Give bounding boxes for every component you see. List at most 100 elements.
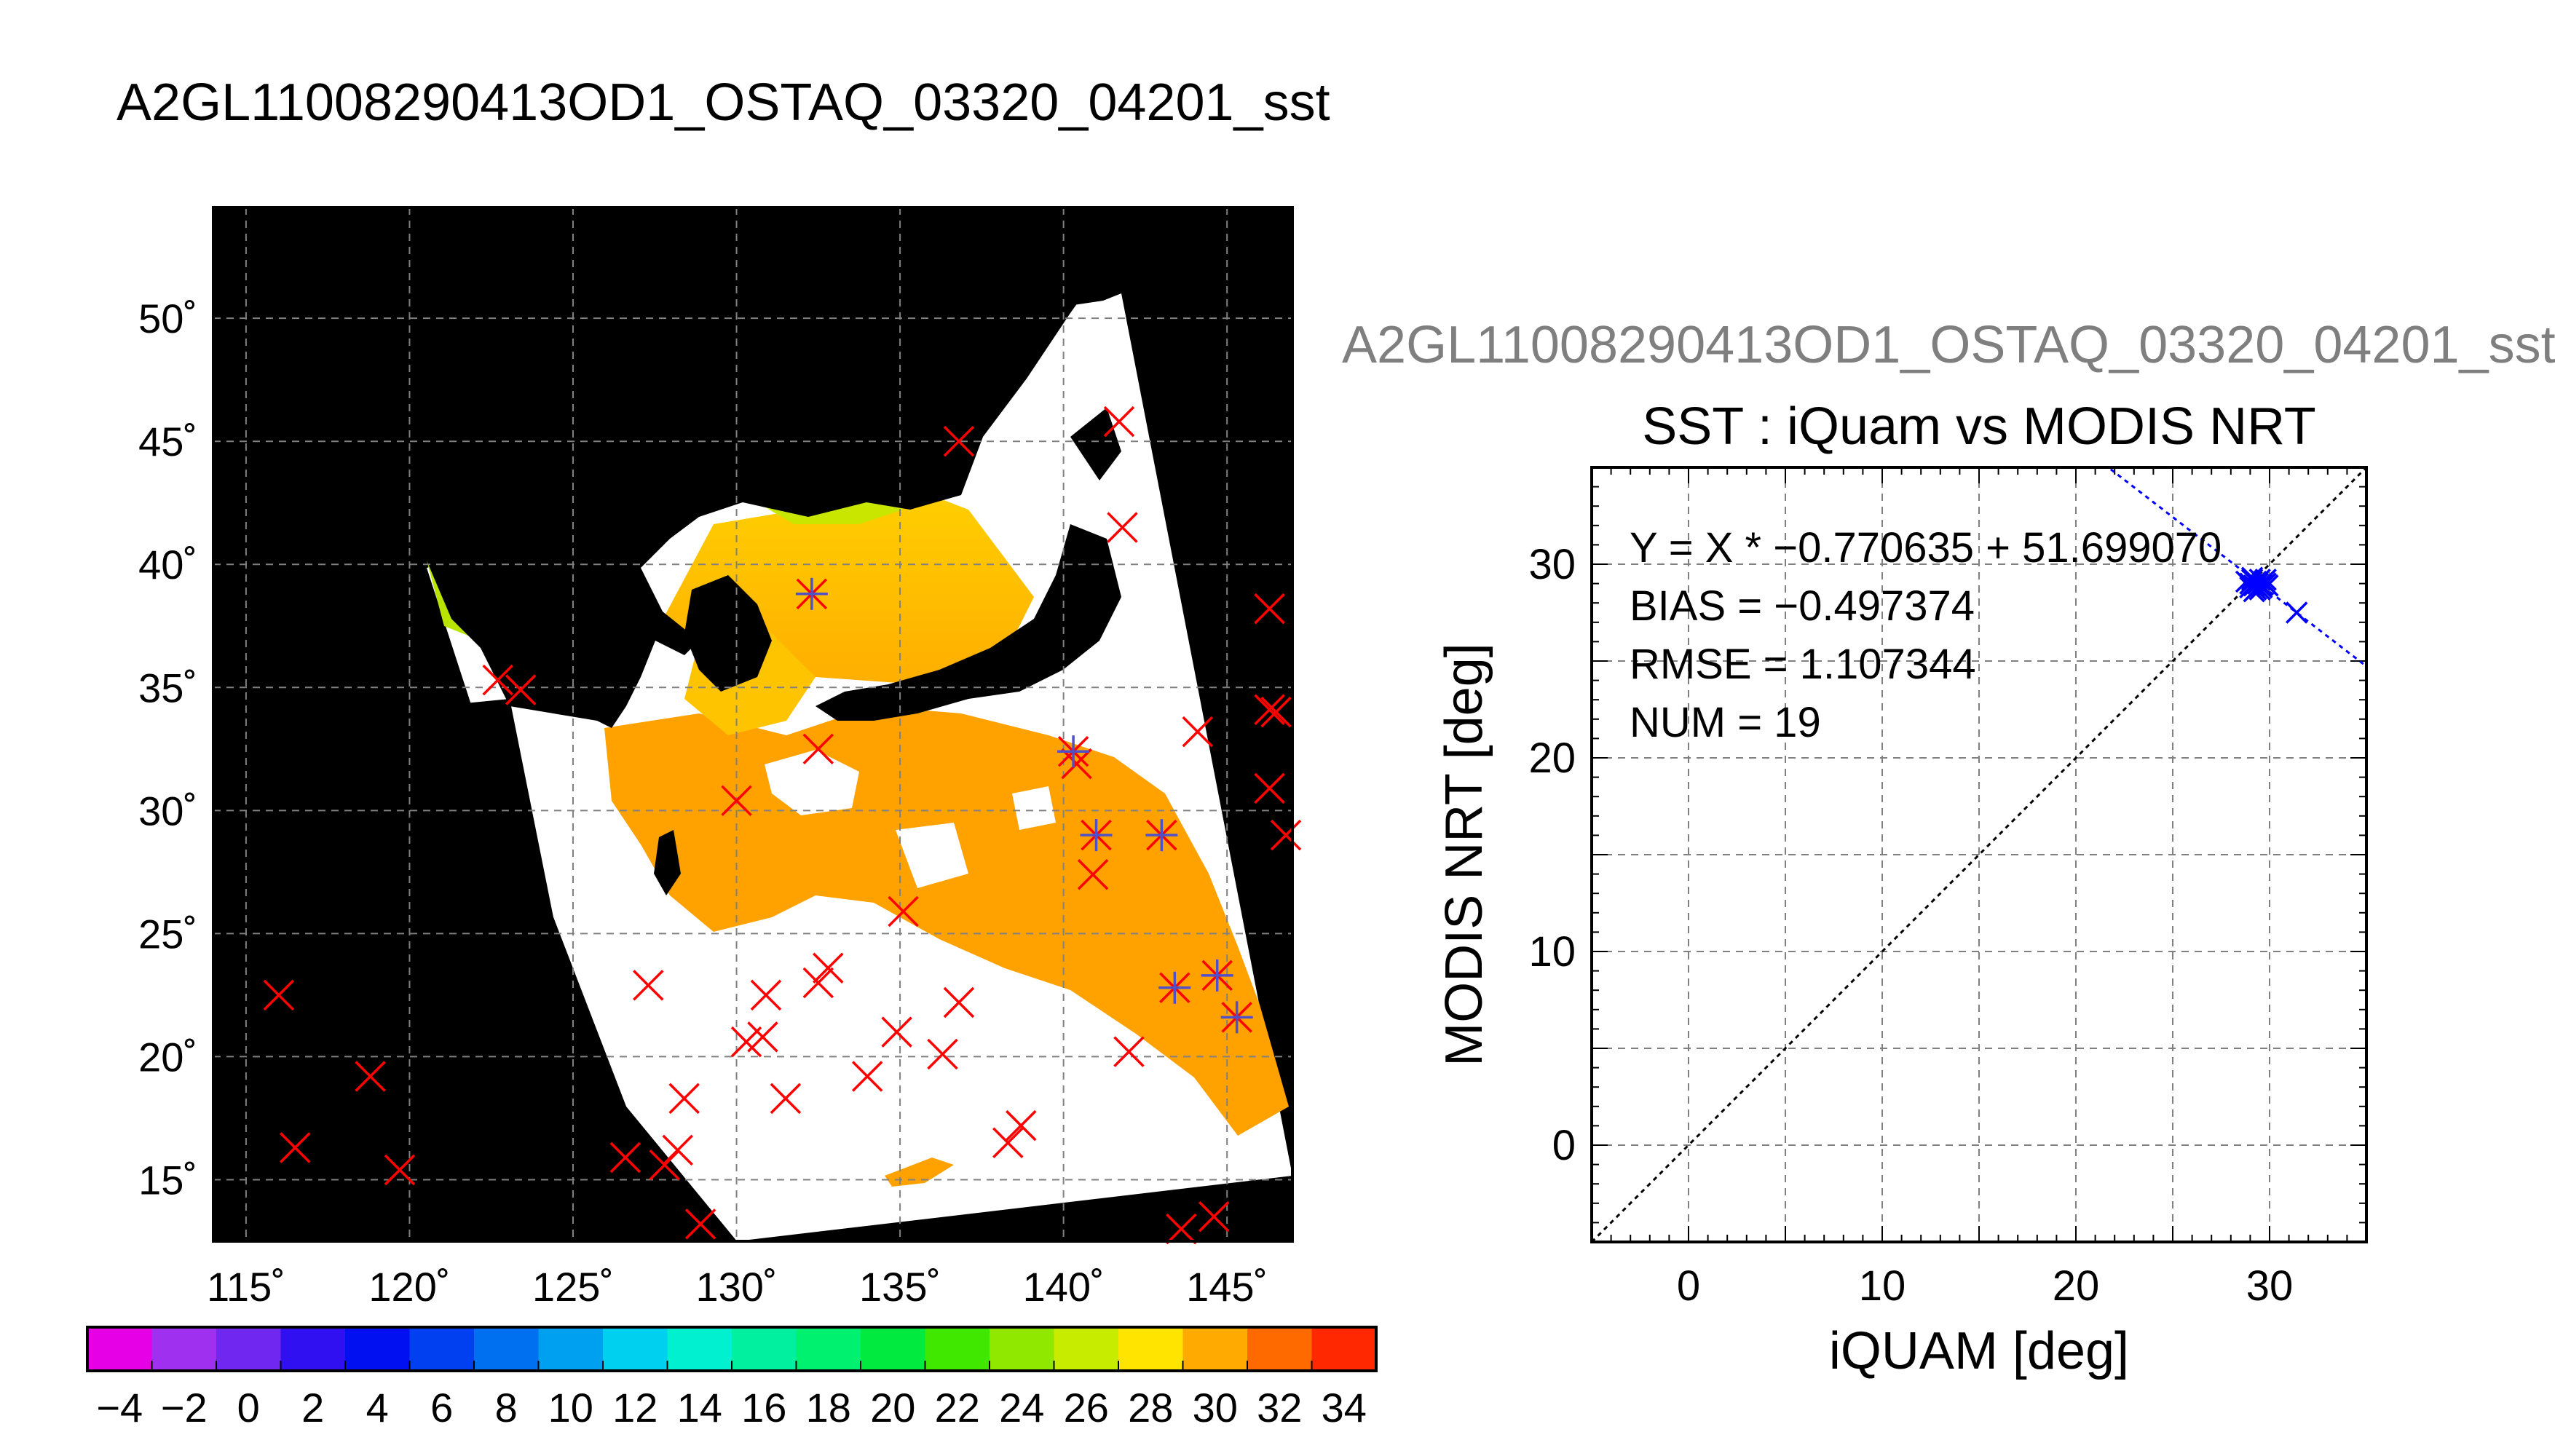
iquam-point [1103, 405, 1135, 438]
colorbar-ticklabel: 34 [1322, 1385, 1367, 1431]
one-to-one-line [1592, 467, 2366, 1242]
matched-point [1158, 971, 1191, 1004]
scatter-y-ticklabels: 0 10 20 30 [1528, 541, 1576, 1169]
matched-point [795, 577, 828, 610]
iquam-point [684, 1208, 716, 1240]
map-y-ticklabel: 15˚ [138, 1157, 197, 1203]
iquam-point [1254, 772, 1285, 804]
matched-point [1080, 819, 1113, 852]
colorbar-ticklabel: 0 [237, 1385, 260, 1431]
iquam-point [730, 1026, 762, 1058]
colorbar-ticklabel: 32 [1257, 1385, 1302, 1431]
matched-point [1145, 819, 1178, 852]
iquam-point [633, 970, 664, 1001]
iquam-point [770, 1083, 802, 1115]
colorbar-segment [796, 1327, 861, 1371]
colorbar-ticklabel: 24 [999, 1385, 1044, 1431]
scatter-y-ticklabel: 0 [1552, 1122, 1576, 1169]
scatter-point [2254, 569, 2277, 591]
colorbar-ticklabel: 30 [1193, 1385, 1238, 1431]
map-y-ticklabel: 35˚ [138, 665, 197, 711]
iquam-point [1077, 859, 1109, 890]
map-x-ticklabel: 135˚ [859, 1264, 941, 1310]
land-hokkaido [1070, 408, 1121, 480]
colorbar-segment [1247, 1327, 1312, 1371]
iquam-point [263, 979, 295, 1011]
map-y-ticklabel: 40˚ [138, 542, 197, 587]
colorbar-ticklabel: 10 [548, 1385, 593, 1431]
iquam-point [992, 1127, 1024, 1158]
colorbar-segment [1118, 1327, 1183, 1371]
map-x-ticklabel: 130˚ [695, 1264, 777, 1310]
scatter-y-ticklabel: 30 [1528, 541, 1576, 588]
map-frame [212, 206, 1294, 1243]
colorbar-ticklabel: −4 [96, 1385, 143, 1431]
map-gridlines [213, 207, 1292, 1241]
cloud-patch [1012, 786, 1056, 830]
sst-map-panel: 115˚ 120˚ 125˚ 130˚ 135˚ 140˚ 145˚ 15˚ 20˚ 25˚ 30… [138, 206, 1302, 1310]
iquam-point [851, 1061, 883, 1092]
iquam-point [1270, 819, 1302, 851]
colorbar-segment [280, 1327, 346, 1371]
iquam-point [280, 1132, 311, 1163]
main-title: A2GL11008290413OD1_OSTAQ_03320_04201_sst [117, 74, 1330, 132]
colorbar-segment [216, 1327, 281, 1371]
map-x-ticklabel: 145˚ [1186, 1264, 1268, 1310]
colorbar-segment [1054, 1327, 1119, 1371]
scatter-stat-line: RMSE = 1.107344 [1630, 641, 1976, 688]
scatter-overtitle: A2GL11008290413OD1_OSTAQ_03320_04201_sst [1342, 316, 2555, 374]
scatter-x-ticklabel: 10 [1859, 1262, 1906, 1310]
iquam-point [482, 664, 513, 696]
iquam-point [662, 1134, 693, 1166]
colorbar-ticklabel: 6 [430, 1385, 453, 1431]
colorbar-ticklabel: 2 [301, 1385, 324, 1431]
iquam-point [888, 895, 919, 927]
iquam-point [1198, 1200, 1230, 1233]
iquam-point [355, 1061, 386, 1092]
iquam-point [1254, 694, 1285, 725]
iquam-point [505, 674, 537, 705]
colorbar-frame [86, 1326, 1378, 1372]
colorbar-ticklabel: 28 [1128, 1385, 1173, 1431]
iquam-point [668, 1083, 700, 1115]
iquam-point [1260, 696, 1292, 728]
colorbar-segment [861, 1327, 925, 1371]
iquam-point [943, 425, 975, 457]
colorbar-segment [603, 1327, 668, 1371]
land-korea [684, 575, 772, 692]
map-x-ticklabel: 125˚ [532, 1264, 614, 1310]
colorbar: −4 −2 0 2 4 6 8 10 12 14 16 18 20 22 24 26 28 30 32 34 [86, 1326, 1378, 1431]
iquam-point [384, 1154, 416, 1186]
iquam-point [1061, 748, 1092, 780]
scatter-points [2235, 566, 2308, 624]
colorbar-segment [667, 1327, 732, 1371]
iquam-point [802, 733, 834, 765]
colorbar-segment [925, 1327, 990, 1371]
scatter-y-ticklabel: 20 [1528, 735, 1576, 782]
colorbar-ticklabel: 18 [806, 1385, 851, 1431]
iquam-point [721, 785, 752, 817]
map-y-ticklabels: 15˚ 20˚ 25˚ 30˚ 35˚ 40˚ 45˚ 50˚ [138, 296, 197, 1203]
colorbar-segment [1311, 1327, 1377, 1371]
scatter-point [2256, 574, 2279, 597]
iquam-point [802, 967, 834, 999]
iquam-point [1107, 512, 1138, 543]
iquam-point [1113, 1036, 1145, 1067]
colorbar-segment [151, 1327, 217, 1371]
scatter-frame [1590, 466, 2368, 1243]
land-mainland [213, 207, 1114, 728]
fit-line-group [2106, 467, 2366, 668]
colorbar-ticklabel: 8 [495, 1385, 518, 1431]
iquam-point [881, 1016, 912, 1048]
iquam-point [1006, 1109, 1037, 1142]
colorbar-ticklabel: 20 [870, 1385, 915, 1431]
map-y-ticklabel: 20˚ [138, 1034, 197, 1080]
map-imagery [213, 207, 1292, 1241]
colorbar-ticks [151, 1361, 1313, 1371]
iquam-point [943, 986, 975, 1018]
land-japan [816, 524, 1121, 721]
scatter-stat-line: Y = X * −0.770635 + 51.699070 [1630, 524, 2222, 571]
scatter-point [2286, 601, 2308, 624]
scatter-y-ticklabel: 10 [1528, 928, 1576, 976]
